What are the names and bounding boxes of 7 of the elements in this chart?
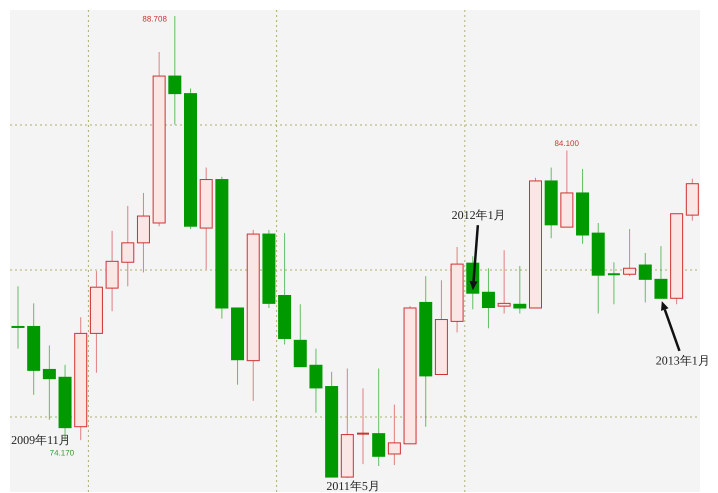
annotation: 74.170 xyxy=(50,448,75,458)
annotation: 84.100 xyxy=(554,138,580,148)
annotation: 2009年11月 xyxy=(11,433,71,448)
annotation: 2013年1月 xyxy=(656,353,710,368)
annotation: 88.708 xyxy=(142,14,168,24)
text: 2011年5月 xyxy=(326,479,380,493)
annotation: 2012年1月 xyxy=(452,208,506,222)
